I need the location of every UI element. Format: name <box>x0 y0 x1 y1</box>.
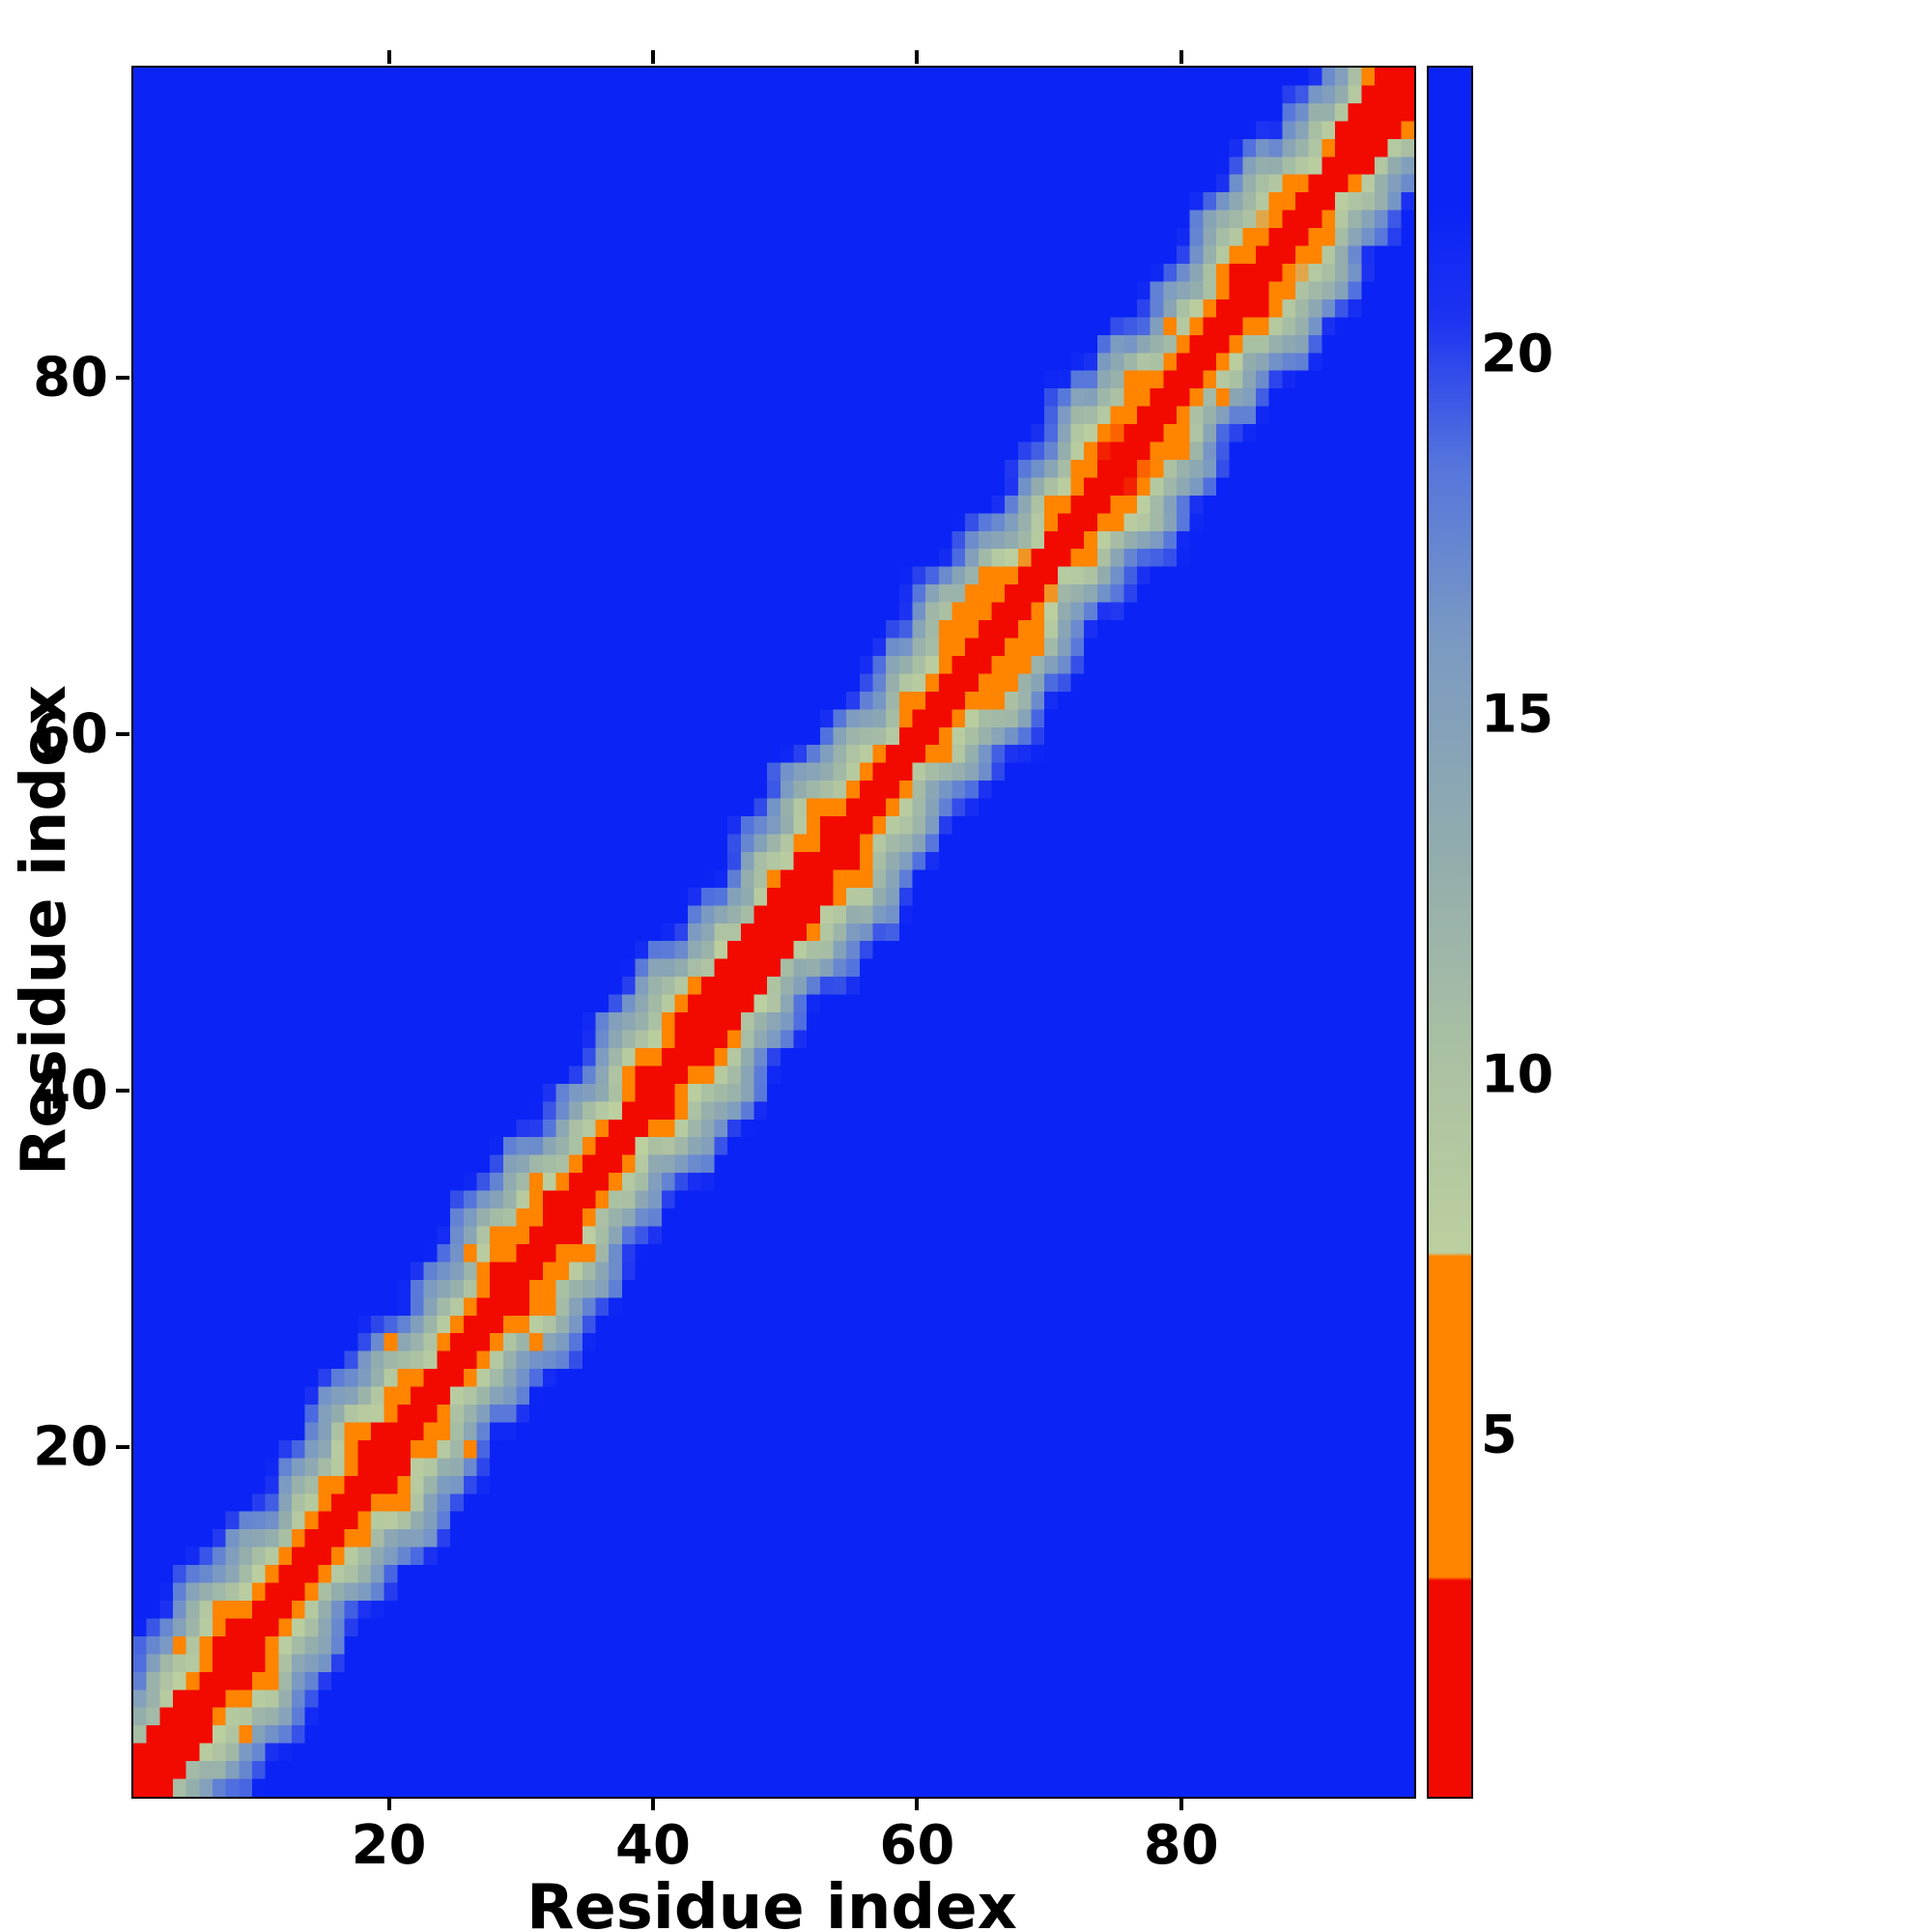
y-tick-label: 80 <box>33 346 108 410</box>
y-axis-label: Residue index <box>9 685 80 1176</box>
y-axis-ticks: 20 40 60 80 <box>0 66 122 1795</box>
tick-mark <box>116 1089 129 1094</box>
y-tick-label: 60 <box>33 702 108 766</box>
tick-mark <box>386 1797 391 1810</box>
tick-mark <box>116 732 129 736</box>
colorbar-tick-label: 10 <box>1481 1043 1554 1105</box>
tick-mark <box>1179 50 1183 64</box>
tick-mark <box>116 375 129 380</box>
x-tick-label: 40 <box>615 1814 691 1877</box>
colorbar-tick-label: 20 <box>1481 323 1554 384</box>
colorbar-tick-label: 5 <box>1481 1404 1518 1465</box>
tick-mark <box>650 50 655 64</box>
distance-heatmap <box>131 66 1416 1799</box>
x-axis-ticks: 20 40 60 80 <box>131 1808 1412 1877</box>
tick-mark <box>915 50 920 64</box>
tick-mark <box>1179 1797 1183 1810</box>
y-tick-label: 20 <box>33 1415 108 1479</box>
colorbar-tick-label: 15 <box>1481 683 1554 745</box>
tick-mark <box>650 1797 655 1810</box>
tick-mark <box>116 1445 129 1450</box>
x-tick-label: 20 <box>351 1814 427 1877</box>
tick-mark <box>386 50 391 64</box>
y-tick-label: 40 <box>33 1059 108 1122</box>
x-axis-label: Residue index <box>526 1872 1017 1932</box>
x-tick-label: 80 <box>1143 1814 1219 1877</box>
colorbar <box>1427 66 1473 1799</box>
tick-mark <box>915 1797 920 1810</box>
x-tick-label: 60 <box>879 1814 955 1877</box>
colorbar-ticks: 5 10 15 20 <box>1481 66 1597 1795</box>
